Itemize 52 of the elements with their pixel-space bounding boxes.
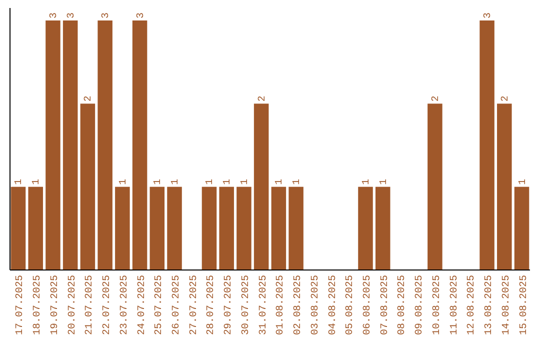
x-tick-label: 04.08.2025 (328, 275, 339, 336)
x-tick-label: 01.08.2025 (276, 275, 287, 336)
x-tick-label: 19.07.2025 (50, 275, 61, 336)
x-tick-label: 25.07.2025 (154, 275, 166, 336)
x-tick-label: 20.07.2025 (67, 275, 78, 336)
data-label: 2 (84, 96, 95, 102)
data-label: 1 (378, 178, 390, 185)
x-tick-label: 21.07.2025 (84, 275, 96, 336)
x-tick-label: 05.08.2025 (345, 275, 356, 336)
x-tick-label: 11.08.2025 (449, 275, 460, 336)
x-tick-label: 22.07.2025 (102, 275, 114, 336)
data-label: 1 (518, 178, 529, 185)
data-label: 3 (66, 12, 78, 18)
data-label: 1 (292, 178, 304, 185)
x-tick-label: 09.08.2025 (414, 275, 426, 336)
x-tick-label: 08.08.2025 (397, 275, 408, 336)
x-tick-label: 18.07.2025 (32, 275, 44, 336)
x-tick-label: 07.08.2025 (380, 275, 391, 336)
x-tick-label: 31.07.2025 (258, 275, 270, 336)
x-tick-label: 28.07.2025 (206, 275, 218, 336)
data-label: 1 (205, 178, 216, 185)
data-label: 3 (48, 12, 60, 18)
x-tick-label: 12.08.2025 (466, 275, 478, 336)
data-label: 1 (170, 178, 182, 185)
data-label: 1 (118, 178, 130, 185)
x-tick-label: 15.08.2025 (518, 275, 530, 336)
x-tick-label: 27.07.2025 (188, 275, 200, 336)
x-tick-label: 02.08.2025 (293, 275, 304, 336)
data-label: 2 (257, 96, 268, 102)
data-label: 3 (101, 12, 112, 18)
x-tick-label: 03.08.2025 (310, 275, 322, 336)
x-tick-label: 14.08.2025 (501, 275, 512, 336)
x-tick-label: 10.08.2025 (432, 275, 443, 336)
x-tick-label: 17.07.2025 (15, 275, 26, 336)
data-label: 1 (361, 178, 372, 185)
data-label: 3 (483, 12, 494, 18)
data-label: 2 (500, 96, 512, 102)
x-tick-label: 30.07.2025 (240, 275, 252, 336)
data-label: 1 (222, 178, 234, 185)
data-label: 1 (153, 178, 164, 185)
data-label: 3 (136, 12, 147, 18)
x-tick-label: 26.07.2025 (172, 275, 183, 336)
x-tick-label: 23.07.2025 (119, 275, 130, 336)
data-label: 1 (274, 178, 286, 185)
x-tick-label: 13.08.2025 (484, 275, 496, 336)
x-tick-label: 24.07.2025 (136, 275, 148, 336)
x-tick-label: 29.07.2025 (224, 275, 235, 336)
data-label: 1 (32, 178, 43, 185)
data-label: 1 (14, 178, 26, 185)
data-label: 2 (430, 96, 442, 102)
data-label: 1 (240, 178, 251, 185)
x-tick-label: 06.08.2025 (362, 275, 374, 336)
